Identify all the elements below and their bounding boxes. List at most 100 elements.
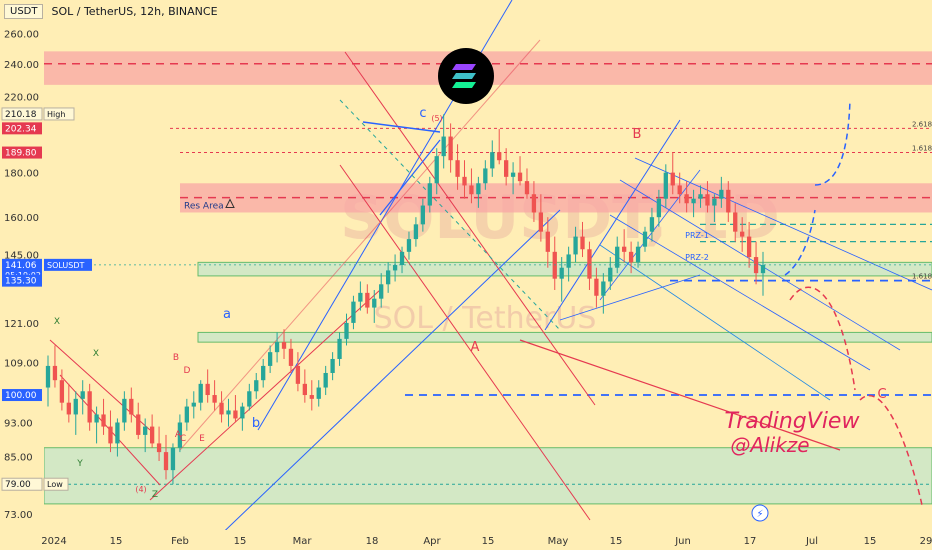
candle-body [302,383,307,396]
candle-90 [670,152,675,195]
candle-body [212,395,217,403]
candle-body [73,398,78,415]
res-area-text: Res Area [184,201,224,211]
candle-84 [628,241,634,274]
candle-99 [733,203,738,242]
candle-40 [323,365,328,396]
price-tick-5: 145.00 [4,250,39,261]
candle-body [392,265,398,271]
candle-24 [212,380,217,411]
candle-57 [441,114,446,169]
candle-body [240,406,245,419]
candle-body [288,348,294,366]
price-label-1: 202.34 [2,122,42,135]
candle-body [143,426,148,435]
candle-19 [177,414,183,453]
time-tick-8: May [548,536,569,547]
candle-92 [684,181,689,213]
candle-34 [281,329,287,359]
candle-1 [52,345,58,388]
zone-support-2 [197,261,932,277]
candle-71 [538,194,544,242]
candle-78 [587,241,592,290]
candle-body [476,183,481,195]
candle-49 [385,262,391,293]
candle-11 [122,391,127,431]
time-tick-7: 15 [482,536,495,547]
price-tick-7: 109.00 [4,358,39,369]
price-label-box [2,389,42,402]
candle-77 [580,221,585,258]
candle-body [670,172,675,186]
candle-body [52,365,58,381]
candle-87 [649,207,655,242]
price-tick-3: 180.00 [4,169,39,180]
time-tick-3: 15 [234,536,247,547]
price-label-tag-box [43,477,69,491]
candle-72 [545,217,550,268]
candle-body [490,152,495,169]
candle-36 [295,352,301,392]
candle-body [691,198,696,204]
time-tick-4: Mar [293,536,313,547]
time-tick-2: Feb [171,536,189,547]
trend-line-16 [149,289,381,501]
candle-body [267,352,273,366]
candle-27 [233,395,238,423]
price-label-text: 79.00 [5,480,31,490]
currency-selector[interactable]: USDT [4,4,44,19]
candle-body [94,414,99,423]
candle-85 [635,241,641,268]
candle-body [517,172,523,182]
price-tick-1: 240.00 [4,60,39,71]
wave-label-14: A [471,340,480,355]
price-label-tag: High [47,110,65,119]
candle-body [594,278,599,296]
candle-59 [455,144,460,190]
candle-body [622,246,627,252]
candle-body [719,189,724,199]
candle-body [149,426,155,444]
candle-body [684,194,689,204]
candle-body [170,447,176,471]
warning-icon [225,198,235,208]
price-label-text: 135.30 [5,277,37,287]
candle-31 [261,358,266,388]
zone-support-3 [197,331,932,343]
wave-label-4: (4) [135,485,146,494]
candle-body [746,236,752,258]
candle-body [261,365,266,381]
wave-label-3: Z [152,490,158,500]
candle-body [649,217,655,232]
candle-23 [205,369,210,403]
candle-body [226,410,231,415]
price-label-box [1,107,43,121]
candle-13 [136,402,141,440]
candle-20 [184,398,189,431]
candle-9 [108,410,113,453]
price-tick-4: 160.00 [4,213,39,224]
res-area-label: Res Area [184,198,235,211]
price-label-tag-box [43,107,75,121]
candle-103 [760,251,766,296]
candle-body [524,181,530,195]
candle-body [566,254,571,268]
wave-label-10: a [223,307,231,322]
candle-42 [337,332,342,366]
candle-12 [129,387,134,423]
trend-line-10 [599,244,831,401]
trend-line-13 [559,274,701,321]
candle-body [337,338,342,359]
candle-37 [302,369,307,403]
price-label-box [2,274,42,287]
candle-body [760,265,766,274]
candle-body [504,160,509,177]
time-tick-11: 17 [744,536,757,547]
lightning-icon: ⚡ [751,504,769,522]
candle-29 [247,383,252,411]
trend-line-15 [379,139,441,216]
candle-98 [726,181,731,222]
candle-body [254,380,259,392]
